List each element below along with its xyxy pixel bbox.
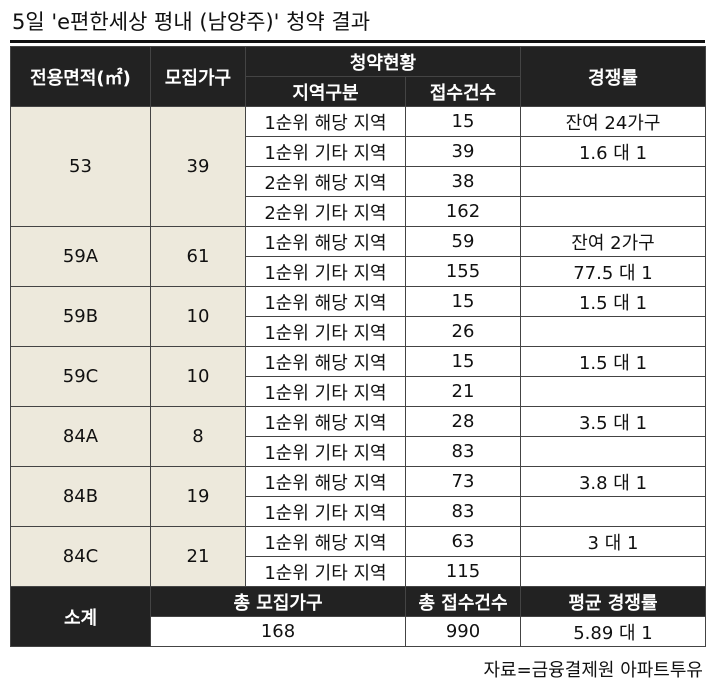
table-cell: 15 [405,346,521,377]
table-cell [520,376,706,407]
table-cell: 168 [150,616,406,647]
table-cell: 8 [150,406,246,467]
table-cell: 1순위 기타 지역 [245,376,406,407]
table-row: 1순위 기타 지역 155 77.5 대 1 [11,256,706,287]
table-cell [520,496,706,527]
table-cell: 15 [405,106,521,137]
table-cell: 3 대 1 [520,526,706,557]
source: 자료=금융결제원 아파트투유 [483,660,703,681]
table-cell: 21 [150,526,246,587]
table-cell: 28 [405,406,521,437]
table-cell: 총 접수건수 [405,586,521,617]
table-row: 84C 21 1순위 해당 지역 63 3 대 1 [10,526,706,587]
table-cell [520,556,706,587]
table-cell: 59A [10,226,151,287]
header-row: 지역구분 접수건수 [11,76,706,107]
table-row: 1순위 기타 지역 21 [11,376,706,407]
table-cell: 1순위 해당 지역 [245,406,406,437]
header-cell: 지역구분 [245,76,406,107]
table-row: 2순위 기타 지역 162 [11,196,706,227]
table-cell: 63 [405,526,521,557]
title-rule [10,40,705,43]
table-cell [520,436,706,467]
header-cell: 경쟁률 [520,46,706,107]
table-cell: 3.8 대 1 [520,466,706,497]
table-cell: 1.5 대 1 [520,346,706,377]
table-cell: 38 [405,166,521,197]
table-cell: 53 [10,106,151,227]
table-row: 59B 10 1순위 해당 지역 15 1.5 대 1 [10,286,706,347]
table-cell: 1순위 기타 지역 [245,436,406,467]
table-row: 2순위 해당 지역 38 [11,166,706,197]
table-row: 84B 19 1순위 해당 지역 73 3.8 대 1 [10,466,706,527]
table-cell: 19 [150,466,246,527]
table-row: 59A 61 1순위 해당 지역 59 잔여 2가구 [10,226,706,287]
table-cell: 77.5 대 1 [520,256,706,287]
table-row: 1순위 기타 지역 39 1.6 대 1 [11,136,706,167]
table-row: 59C 10 1순위 해당 지역 15 1.5 대 1 [10,346,706,407]
table-cell: 평균 경쟁률 [520,586,706,617]
table-cell: 10 [150,346,246,407]
table-cell: 1.6 대 1 [520,136,706,167]
table-cell: 1순위 기타 지역 [245,136,406,167]
table-cell: 115 [405,556,521,587]
table-cell: 59C [10,346,151,407]
table-cell: 84B [10,466,151,527]
header-row: 전용면적(㎡) 모집가구 청약현황 경쟁률 [10,46,706,107]
table-cell: 84C [10,526,151,587]
table-cell: 2순위 기타 지역 [245,196,406,227]
table-cell: 3.5 대 1 [520,406,706,437]
table-cell: 잔여 24가구 [520,106,706,137]
header-cell: 모집가구 [150,46,246,107]
table-cell: 1순위 해당 지역 [245,106,406,137]
table-cell: 10 [150,286,246,347]
table-cell: 1.5 대 1 [520,286,706,317]
table-cell: 1순위 해당 지역 [245,466,406,497]
table-cell: 1순위 기타 지역 [245,316,406,347]
table-row: 84A 8 1순위 해당 지역 28 3.5 대 1 [10,406,706,467]
table-row: 소계 총 모집가구 총 접수건수 평균 경쟁률 [10,586,706,647]
table-row: 168 990 5.89 대 1 [11,616,706,647]
table-cell: 1순위 기타 지역 [245,556,406,587]
table-cell: 1순위 해당 지역 [245,286,406,317]
table-cell [520,196,706,227]
header-cell: 접수건수 [405,76,521,107]
table-cell: 73 [405,466,521,497]
table-cell: 2순위 해당 지역 [245,166,406,197]
table-row: 1순위 기타 지역 83 [11,436,706,467]
table-cell: 소계 [10,586,151,647]
table-cell: 990 [405,616,521,647]
result-table: 전용면적(㎡) 모집가구 청약현황 경쟁률 지역구분 접수건수 53 39 1순위 … [10,46,706,647]
table-cell: 39 [405,136,521,167]
table-cell: 26 [405,316,521,347]
table-cell: 84A [10,406,151,467]
table-cell: 1순위 해당 지역 [245,226,406,257]
header-cell: 청약현황 [245,46,521,77]
table-cell: 1순위 해당 지역 [245,346,406,377]
table-body: 전용면적(㎡) 모집가구 청약현황 경쟁률 지역구분 접수건수 53 39 1순위 … [10,46,706,647]
table-cell: 61 [150,226,246,287]
table-cell: 162 [405,196,521,227]
table-cell: 39 [150,106,246,227]
header-cell: 전용면적(㎡) [10,46,151,107]
table-cell: 59 [405,226,521,257]
table-cell: 총 모집가구 [150,586,406,617]
table-cell: 5.89 대 1 [520,616,706,647]
table-cell: 15 [405,286,521,317]
table-cell: 1순위 기타 지역 [245,496,406,527]
table-cell: 21 [405,376,521,407]
table-cell: 83 [405,436,521,467]
table-cell: 59B [10,286,151,347]
table-cell [520,166,706,197]
title: 5일 'e편한세상 평내 (남양주)' 청약 결과 [12,10,371,34]
table-cell: 155 [405,256,521,287]
table-cell [520,316,706,347]
table-row: 53 39 1순위 해당 지역 15 잔여 24가구 [10,106,706,227]
table-cell: 잔여 2가구 [520,226,706,257]
table-row: 1순위 기타 지역 115 [11,556,706,587]
table-cell: 83 [405,496,521,527]
table-cell: 1순위 기타 지역 [245,256,406,287]
table-cell: 1순위 해당 지역 [245,526,406,557]
